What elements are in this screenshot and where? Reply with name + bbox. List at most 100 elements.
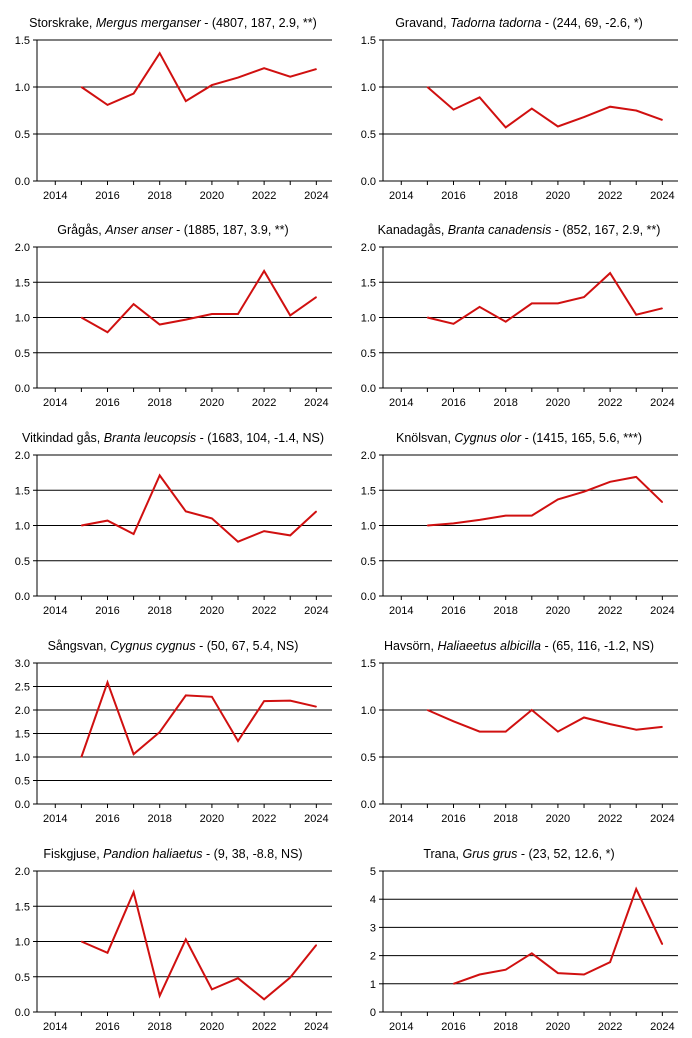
y-tick-label: 0.5 (361, 556, 376, 568)
y-tick-label: 2 (370, 951, 376, 963)
data-point (263, 700, 265, 702)
data-point (159, 474, 161, 477)
y-tick-label: 0.0 (15, 799, 30, 811)
series-line (427, 475, 663, 527)
chart-title: Kanadagås, Branta canadensis - (852, 167… (377, 223, 661, 237)
data-point (635, 729, 637, 731)
chart-plot: 0 1 2 3 4 5 2014 2016 2018 2020 2022 2024 (370, 866, 678, 1033)
series-line (453, 886, 664, 985)
chart-panel-vitkindad-gas: Vitkindad gås, Branta leucopsis - (1683,… (0, 415, 346, 622)
x-tick-label: 2024 (304, 605, 328, 617)
data-point (531, 952, 533, 954)
y-tick-label: 2.0 (15, 450, 30, 462)
x-tick-label: 2018 (147, 813, 171, 825)
series-line (427, 708, 663, 733)
data-point (505, 515, 507, 517)
data-point (426, 86, 428, 88)
data-point (635, 109, 637, 112)
x-tick-label: 2016 (95, 190, 119, 202)
y-tick-label: 0.5 (15, 776, 30, 788)
y-tick-label: 2.0 (361, 450, 376, 462)
chart-panel-kanadagas: Kanadagås, Branta canadensis - (852, 167… (346, 207, 692, 414)
x-tick-label: 2018 (493, 1021, 517, 1033)
data-point (315, 944, 317, 946)
data-point (583, 296, 585, 298)
data-point (106, 519, 109, 522)
chart-plot: 0.0 0.5 1.0 1.5 2014 2016 2018 2020 2022 2024 (361, 658, 678, 825)
title-stats: (4807, 187, 2.9, **) (211, 16, 317, 30)
data-point (132, 891, 135, 893)
data-point (531, 108, 533, 110)
data-point (211, 84, 213, 86)
y-tick-label: 2.0 (15, 242, 30, 254)
x-tick-label: 2024 (304, 1021, 328, 1033)
x-tick-label: 2020 (546, 190, 570, 202)
x-tick-label: 2018 (493, 397, 517, 409)
data-point (531, 709, 533, 711)
y-tick-label: 0.0 (15, 591, 30, 603)
data-point (315, 296, 317, 298)
x-tick-label: 2022 (252, 397, 276, 409)
y-tick-label: 3 (370, 922, 376, 934)
chart-title: Fiskgjuse, Pandion haliaetus - (9, 38, -… (43, 847, 303, 861)
y-tick-label: 1.5 (15, 901, 30, 913)
chart-title: Vitkindad gås, Branta leucopsis - (1683,… (21, 431, 325, 445)
data-point (289, 76, 291, 78)
y-tick-label: 1.0 (15, 752, 30, 764)
y-tick-label: 0.5 (15, 348, 30, 360)
y-tick-label: 1.0 (15, 313, 30, 325)
data-point (478, 731, 481, 733)
series-line (80, 51, 317, 107)
data-point (609, 481, 611, 483)
data-point (237, 740, 239, 742)
data-point (185, 100, 187, 102)
x-tick-label: 2020 (200, 397, 224, 409)
chart-title: Havsörn, Haliaeetus albicilla - (65, 116… (383, 639, 655, 653)
y-tick-label: 0.0 (15, 383, 30, 395)
data-point (452, 720, 455, 722)
series-line (81, 473, 317, 543)
x-tick-label: 2024 (650, 813, 674, 825)
x-tick-label: 2014 (43, 1021, 67, 1033)
data-point (635, 476, 637, 478)
x-tick-label: 2016 (441, 1021, 465, 1033)
y-tick-label: 0.0 (361, 799, 376, 811)
x-tick-label: 2016 (441, 190, 465, 202)
data-point (132, 533, 135, 535)
data-point (452, 983, 455, 985)
data-point (106, 952, 109, 954)
chart-panel-storskrake: Storskrake, Mergus merganser - (4807, 18… (0, 0, 346, 207)
x-tick-label: 2020 (546, 605, 570, 617)
data-point (557, 731, 559, 733)
data-point (661, 943, 663, 945)
title-latin: Branta leucopsis (103, 431, 197, 445)
y-tick-label: 0.5 (15, 556, 30, 568)
chart-plot: 0.0 0.5 1.0 1.5 2014 2016 2018 2020 2022 2024 (15, 35, 332, 202)
x-tick-label: 2022 (598, 397, 622, 409)
x-tick-label: 2016 (95, 605, 119, 617)
y-tick-label: 1.0 (15, 82, 30, 94)
x-tick-label: 2014 (43, 605, 67, 617)
y-tick-label: 1.0 (15, 521, 30, 533)
y-tick-label: 2.0 (15, 866, 30, 878)
x-tick-label: 2014 (389, 1021, 413, 1033)
x-tick-label: 2016 (441, 605, 465, 617)
y-tick-label: 4 (370, 894, 376, 906)
x-tick-label: 2022 (252, 813, 276, 825)
data-point (185, 694, 187, 697)
y-tick-label: 1.0 (361, 82, 376, 94)
title-common: Storskrake (29, 16, 89, 30)
x-tick-label: 2024 (650, 190, 674, 202)
x-tick-label: 2018 (147, 190, 171, 202)
data-point (505, 321, 507, 323)
title-latin: Anser anser (105, 223, 173, 237)
data-point (426, 709, 428, 711)
y-tick-label: 5 (370, 866, 376, 878)
y-tick-label: 1.5 (361, 277, 376, 289)
y-tick-label: 1.0 (361, 521, 376, 533)
y-tick-label: 0.0 (361, 176, 376, 188)
data-point (289, 314, 291, 316)
data-point (80, 86, 82, 88)
y-tick-label: 1.5 (361, 658, 376, 670)
x-tick-label: 2014 (389, 397, 413, 409)
